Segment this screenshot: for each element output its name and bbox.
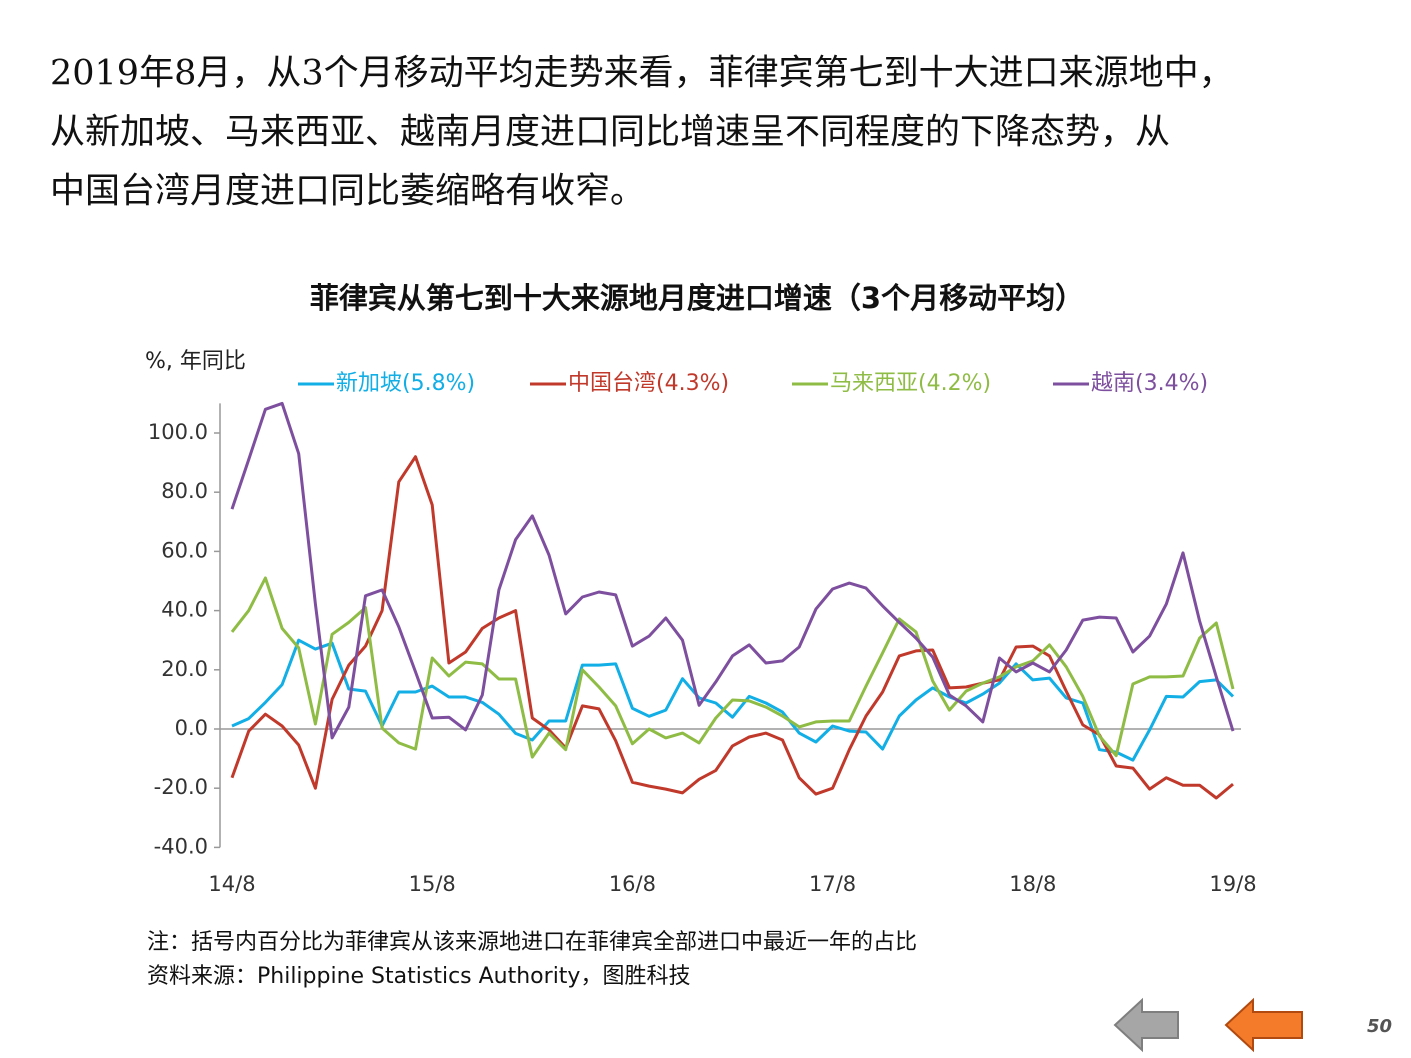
series-line	[231, 638, 1235, 762]
legend-label: 中国台湾(4.3%)	[568, 371, 729, 396]
x-tick-label: 18/8	[1009, 872, 1056, 896]
prev-button[interactable]	[1113, 997, 1179, 1053]
y-tick-label: 0.0	[175, 716, 208, 740]
y-tick-label: 20.0	[161, 657, 208, 681]
series-line	[230, 401, 1235, 740]
y-tick-label: 40.0	[161, 598, 208, 622]
x-tick-label: 14/8	[208, 872, 255, 896]
y-tick-label: 100.0	[148, 420, 208, 444]
chart-title: 菲律宾从第七到十大来源地月度进口增速（3个月移动平均）	[310, 281, 1084, 315]
y-tick-label: 60.0	[161, 538, 208, 562]
series-line	[230, 576, 1235, 759]
y-tick-label: -40.0	[154, 834, 208, 858]
x-tick-label: 15/8	[409, 872, 456, 896]
legend-label: 马来西亚(4.2%)	[830, 371, 991, 396]
legend-label: 新加坡(5.8%)	[336, 371, 475, 396]
y-tick-label: 80.0	[161, 479, 208, 503]
legend-label: 越南(3.4%)	[1091, 371, 1208, 396]
series-line	[230, 455, 1234, 800]
note: 注：括号内百分比为菲律宾从该来源地进口在菲律宾全部进口中最近一年的占比	[147, 930, 917, 955]
paragraph-line: 中国台湾月度进口同比萎缩略有收窄。	[50, 172, 645, 212]
x-tick-label: 17/8	[809, 872, 856, 896]
back-button[interactable]	[1224, 997, 1303, 1053]
y-tick-label: -20.0	[154, 775, 208, 799]
x-tick-label: 19/8	[1209, 872, 1256, 896]
x-tick-label: 16/8	[609, 872, 656, 896]
page-number: 50	[1367, 1016, 1392, 1037]
y-axis-title: %, 年同比	[145, 349, 246, 374]
paragraph-line: 从新加坡、马来西亚、越南月度进口同比增速呈不同程度的下降态势，从	[50, 113, 1170, 153]
paragraph-line: 2019年8月，从3个月移动平均走势来看，菲律宾第七到十大进口来源地中，	[50, 54, 1234, 94]
chart: -40.0 -20.0 0.0 20.0 40.0 60.0 80.0 100.0 14/8 15…	[148, 371, 1257, 896]
note: 资料来源：Philippine Statistics Authority，图胜科…	[147, 964, 690, 989]
